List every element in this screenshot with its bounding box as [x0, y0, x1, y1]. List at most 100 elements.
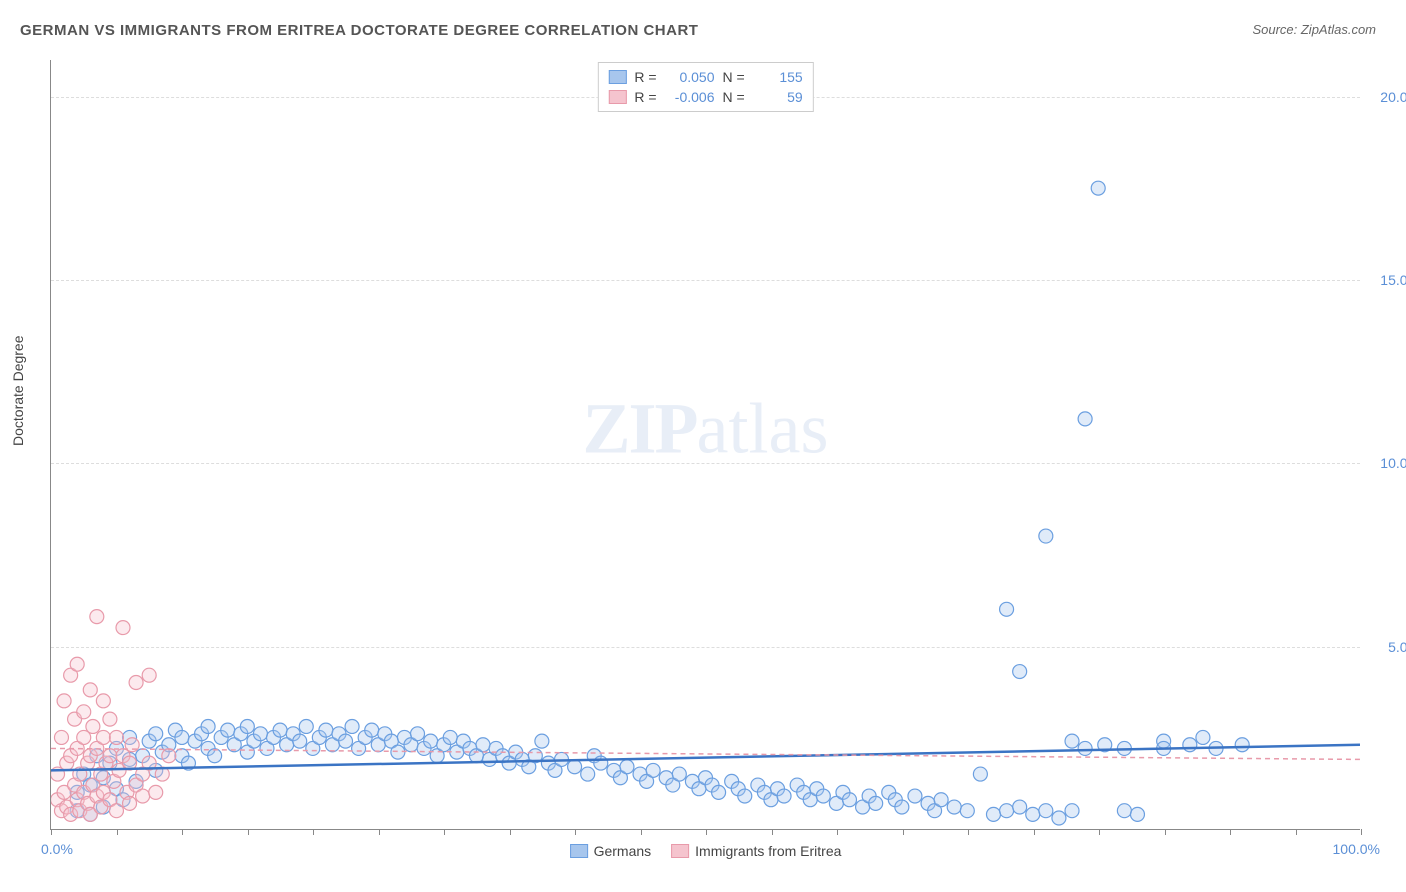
scatter-point	[1196, 730, 1210, 744]
r-value-eritrea: -0.006	[665, 89, 715, 105]
x-origin-label: 0.0%	[41, 841, 73, 857]
scatter-point	[620, 760, 634, 774]
scatter-point	[476, 738, 490, 752]
r-label: R =	[634, 69, 656, 85]
legend-item-germans: Germans	[570, 843, 652, 859]
scatter-point	[109, 730, 123, 744]
x-tick	[1034, 829, 1035, 835]
scatter-point	[594, 756, 608, 770]
scatter-point	[646, 763, 660, 777]
scatter-svg	[51, 60, 1360, 829]
scatter-point	[960, 804, 974, 818]
scatter-point	[535, 734, 549, 748]
n-value-germans: 155	[753, 69, 803, 85]
scatter-point	[947, 800, 961, 814]
scatter-point	[123, 796, 137, 810]
scatter-point	[443, 730, 457, 744]
scatter-point	[1078, 412, 1092, 426]
y-axis-label: Doctorate Degree	[10, 335, 26, 446]
legend-row-germans: R = 0.050 N = 155	[608, 67, 802, 87]
x-tick	[117, 829, 118, 835]
scatter-point	[70, 657, 84, 671]
scatter-point	[1130, 807, 1144, 821]
scatter-point	[581, 767, 595, 781]
scatter-point	[129, 676, 143, 690]
scatter-point	[1183, 738, 1197, 752]
scatter-point	[162, 749, 176, 763]
scatter-point	[253, 727, 267, 741]
correlation-legend: R = 0.050 N = 155 R = -0.006 N = 59	[597, 62, 813, 112]
scatter-point	[411, 727, 425, 741]
scatter-point	[973, 767, 987, 781]
scatter-point	[240, 719, 254, 733]
scatter-point	[83, 683, 97, 697]
scatter-point	[869, 796, 883, 810]
scatter-point	[149, 785, 163, 799]
x-tick	[903, 829, 904, 835]
x-tick	[575, 829, 576, 835]
chart-plot-area: ZIPatlas 5.0%10.0%15.0%20.0% R = 0.050 N…	[50, 60, 1360, 830]
scatter-point	[1065, 804, 1079, 818]
x-tick	[51, 829, 52, 835]
scatter-point	[934, 793, 948, 807]
x-tick	[837, 829, 838, 835]
scatter-point	[201, 719, 215, 733]
scatter-point	[54, 730, 68, 744]
scatter-point	[299, 719, 313, 733]
scatter-point	[293, 734, 307, 748]
x-tick	[968, 829, 969, 835]
scatter-point	[1013, 665, 1027, 679]
scatter-point	[1000, 602, 1014, 616]
source-label: Source: ZipAtlas.com	[1252, 22, 1376, 37]
legend-item-eritrea: Immigrants from Eritrea	[671, 843, 841, 859]
scatter-point	[90, 610, 104, 624]
y-tick-label: 5.0%	[1388, 639, 1406, 655]
x-tick	[1165, 829, 1166, 835]
scatter-point	[986, 807, 1000, 821]
scatter-point	[895, 800, 909, 814]
legend-swatch-germans	[608, 70, 626, 84]
x-tick	[313, 829, 314, 835]
x-tick	[1099, 829, 1100, 835]
scatter-point	[816, 789, 830, 803]
scatter-point	[672, 767, 686, 781]
scatter-point	[365, 723, 379, 737]
scatter-point	[842, 793, 856, 807]
scatter-point	[1065, 734, 1079, 748]
x-tick	[1296, 829, 1297, 835]
x-tick	[510, 829, 511, 835]
n-label: N =	[723, 89, 745, 105]
legend-swatch-icon	[671, 844, 689, 858]
chart-title: GERMAN VS IMMIGRANTS FROM ERITREA DOCTOR…	[20, 22, 698, 39]
x-tick	[1361, 829, 1362, 835]
scatter-point	[86, 719, 100, 733]
scatter-point	[142, 668, 156, 682]
scatter-point	[1039, 529, 1053, 543]
scatter-point	[712, 785, 726, 799]
x-tick	[706, 829, 707, 835]
n-label: N =	[723, 69, 745, 85]
scatter-point	[273, 723, 287, 737]
scatter-point	[77, 705, 91, 719]
scatter-point	[1078, 741, 1092, 755]
scatter-point	[777, 789, 791, 803]
scatter-point	[738, 789, 752, 803]
legend-swatch-eritrea	[608, 90, 626, 104]
x-tick	[772, 829, 773, 835]
scatter-point	[345, 719, 359, 733]
legend-row-eritrea: R = -0.006 N = 59	[608, 87, 802, 107]
scatter-point	[1235, 738, 1249, 752]
x-tick	[248, 829, 249, 835]
r-value-germans: 0.050	[665, 69, 715, 85]
scatter-point	[424, 734, 438, 748]
scatter-point	[103, 712, 117, 726]
series-legend: Germans Immigrants from Eritrea	[570, 843, 842, 859]
scatter-point	[1039, 804, 1053, 818]
scatter-point	[175, 730, 189, 744]
y-tick-label: 15.0%	[1380, 272, 1406, 288]
scatter-point	[96, 694, 110, 708]
x-tick	[641, 829, 642, 835]
y-tick-label: 20.0%	[1380, 89, 1406, 105]
legend-swatch-icon	[570, 844, 588, 858]
scatter-point	[319, 723, 333, 737]
